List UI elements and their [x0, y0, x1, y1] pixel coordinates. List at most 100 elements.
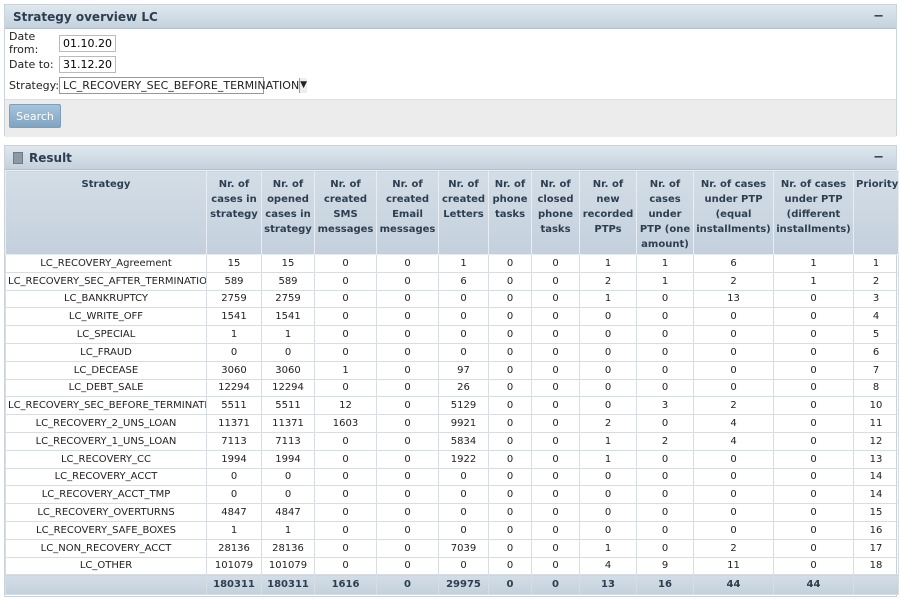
- value-cell: 0: [636, 538, 694, 558]
- filter-panel-header: Strategy overview LC −: [5, 5, 896, 29]
- strategy-select[interactable]: LC_RECOVERY_SEC_BEFORE_TERMINATION ▼: [59, 76, 308, 94]
- value-cell: 4847: [261, 503, 315, 522]
- column-header[interactable]: Strategy: [5, 170, 207, 255]
- value-cell: 0: [206, 342, 262, 362]
- column-header[interactable]: Nr. of created Email messages: [376, 170, 439, 255]
- value-cell: 0: [636, 520, 694, 540]
- column-header[interactable]: Priority: [853, 170, 899, 255]
- value-cell: 0: [579, 485, 637, 505]
- value-cell: 0: [376, 396, 439, 416]
- value-cell: 0: [773, 467, 854, 487]
- value-cell: 0: [693, 520, 774, 540]
- column-header[interactable]: Nr. of closed phone tasks: [531, 170, 580, 255]
- collapse-result-button[interactable]: −: [873, 150, 884, 165]
- value-cell: 0: [488, 449, 532, 469]
- value-cell: 11371: [261, 414, 315, 433]
- value-cell: 1: [853, 254, 899, 273]
- value-cell: 7113: [261, 431, 315, 451]
- column-header[interactable]: Nr. of cases in strategy: [206, 170, 262, 255]
- value-cell: 7113: [206, 431, 262, 451]
- strategy-cell: LC_BANKRUPTCY: [5, 289, 207, 309]
- column-header[interactable]: Nr. of new recorded PTPs: [579, 170, 637, 255]
- date-to-row: Date to:: [9, 54, 896, 74]
- date-from-input[interactable]: [59, 34, 116, 52]
- strategy-select-value: LC_RECOVERY_SEC_BEFORE_TERMINATION: [63, 78, 300, 92]
- total-cell: 29975: [438, 574, 489, 596]
- table-header-row: Strategy Nr. of cases in strategy Nr. of o…: [5, 170, 899, 255]
- chevron-down-icon[interactable]: ▼: [299, 77, 308, 93]
- value-cell: 0: [488, 325, 532, 344]
- value-cell: 0: [531, 378, 580, 398]
- value-cell: 0: [438, 520, 489, 540]
- value-cell: 1922: [438, 449, 489, 469]
- value-cell: 0: [376, 503, 439, 522]
- table-row: LC_RECOVERY_SEC_BEFORE_TERMINATION 5511 55…: [5, 396, 899, 416]
- search-button[interactable]: Search: [9, 104, 61, 128]
- value-cell: 0: [693, 325, 774, 344]
- value-cell: 0: [531, 467, 580, 487]
- value-cell: 1: [206, 520, 262, 540]
- value-cell: 1: [579, 449, 637, 469]
- value-cell: 0: [531, 360, 580, 380]
- value-cell: 4: [693, 431, 774, 451]
- value-cell: 0: [773, 431, 854, 451]
- value-cell: 0: [488, 520, 532, 540]
- search-area: Search: [5, 99, 896, 137]
- value-cell: 0: [438, 289, 489, 309]
- table-body: LC_RECOVERY_Agreement 15 15 0 0 1 0 0 1 1 6 1 1 LC_RE…: [5, 254, 899, 596]
- value-cell: 0: [438, 307, 489, 327]
- value-cell: 11: [693, 556, 774, 576]
- column-header[interactable]: Nr. of created SMS messages: [314, 170, 377, 255]
- value-cell: 0: [488, 360, 532, 380]
- value-cell: 0: [438, 556, 489, 576]
- value-cell: 0: [693, 467, 774, 487]
- value-cell: 0: [438, 342, 489, 362]
- table-row: LC_SPECIAL 1 1 0 0 0 0 0 0 0 0 0 5: [5, 325, 899, 344]
- value-cell: 0: [531, 325, 580, 344]
- value-cell: 1994: [206, 449, 262, 469]
- value-cell: 0: [376, 289, 439, 309]
- total-cell: 180311: [261, 574, 315, 596]
- value-cell: 3060: [261, 360, 315, 380]
- value-cell: 13: [693, 289, 774, 309]
- value-cell: 1: [438, 254, 489, 273]
- column-header[interactable]: Nr. of cases under PTP (different instal…: [773, 170, 854, 255]
- value-cell: 0: [773, 360, 854, 380]
- value-cell: 1603: [314, 414, 377, 433]
- value-cell: 97: [438, 360, 489, 380]
- value-cell: 12: [853, 431, 899, 451]
- value-cell: 0: [376, 378, 439, 398]
- value-cell: 14: [853, 485, 899, 505]
- result-panel-title-wrap: Result: [13, 151, 72, 165]
- value-cell: 3: [636, 396, 694, 416]
- value-cell: 1541: [261, 307, 315, 327]
- value-cell: 6: [853, 342, 899, 362]
- value-cell: 1541: [206, 307, 262, 327]
- date-to-input[interactable]: [59, 55, 116, 73]
- value-cell: 0: [579, 503, 637, 522]
- value-cell: 0: [636, 325, 694, 344]
- column-header[interactable]: Nr. of cases under PTP (one amount): [636, 170, 694, 255]
- value-cell: 0: [438, 325, 489, 344]
- column-header[interactable]: Nr. of cases under PTP (equal installmen…: [693, 170, 774, 255]
- value-cell: 0: [438, 503, 489, 522]
- value-cell: 0: [773, 414, 854, 433]
- column-header[interactable]: Nr. of opened cases in strategy: [261, 170, 315, 255]
- value-cell: 0: [438, 485, 489, 505]
- date-from-label: Date from:: [9, 30, 39, 56]
- value-cell: 0: [261, 342, 315, 362]
- column-header[interactable]: Nr. of phone tasks: [488, 170, 532, 255]
- value-cell: 5: [853, 325, 899, 344]
- value-cell: 0: [531, 254, 580, 273]
- value-cell: 0: [488, 254, 532, 273]
- value-cell: 11: [853, 414, 899, 433]
- collapse-filter-button[interactable]: −: [873, 9, 884, 24]
- value-cell: 0: [488, 271, 532, 291]
- value-cell: 0: [579, 520, 637, 540]
- value-cell: 13: [853, 449, 899, 469]
- strategy-cell: LC_RECOVERY_CC: [5, 449, 207, 469]
- value-cell: 0: [376, 254, 439, 273]
- value-cell: 0: [636, 289, 694, 309]
- column-header[interactable]: Nr. of created Letters: [438, 170, 489, 255]
- value-cell: 17: [853, 538, 899, 558]
